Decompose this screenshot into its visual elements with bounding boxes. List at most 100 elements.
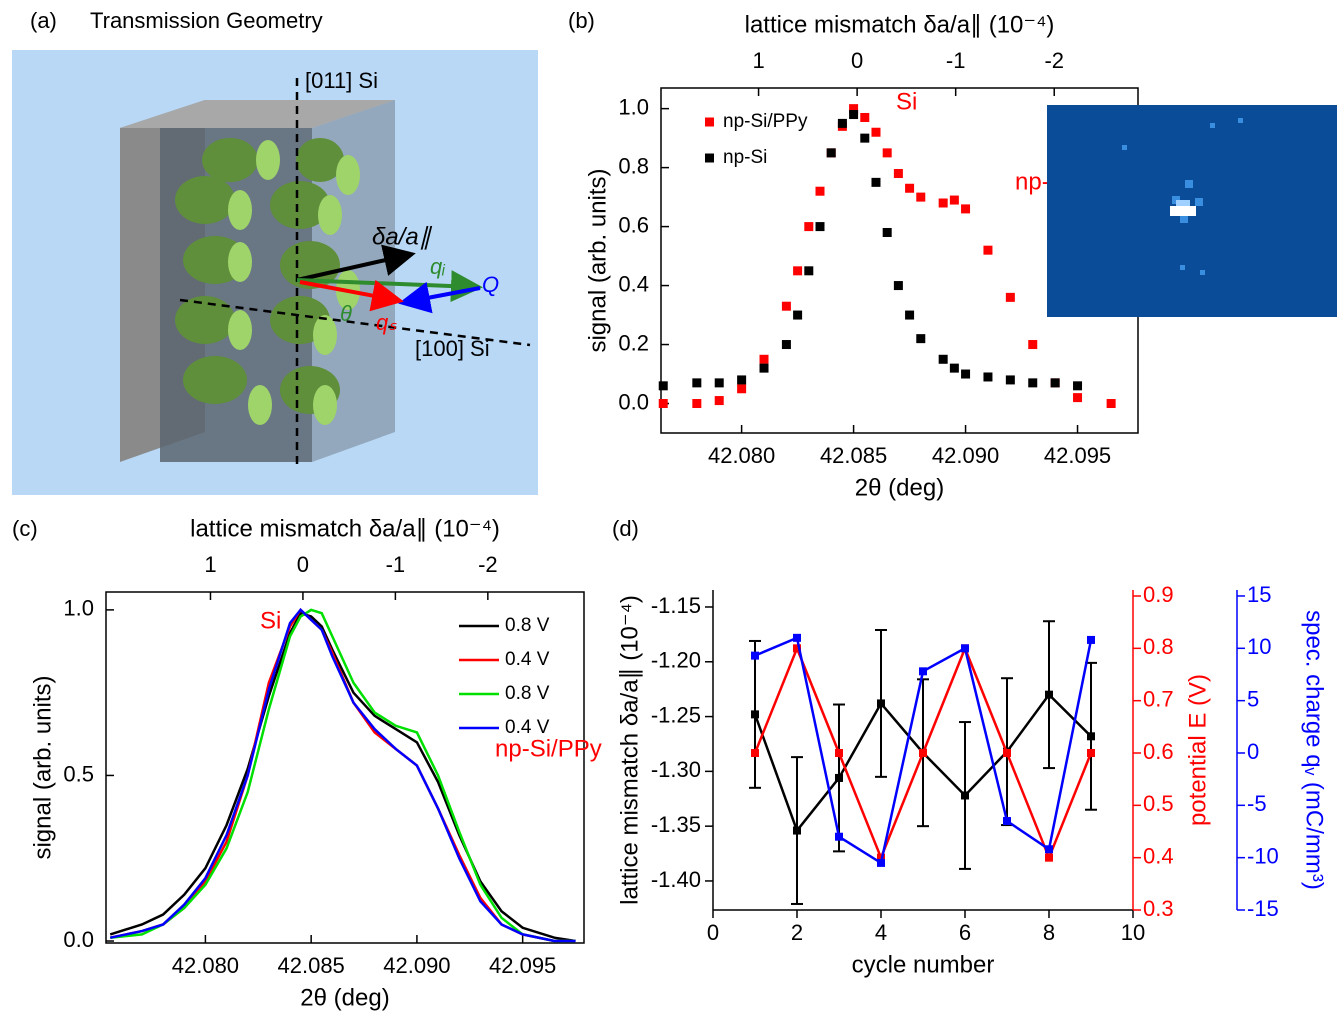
arrow-q bbox=[398, 281, 481, 314]
pore-ends bbox=[228, 140, 360, 425]
marker bbox=[751, 710, 759, 719]
marker bbox=[837, 118, 847, 128]
marker bbox=[1003, 817, 1011, 826]
axis-100 bbox=[179, 298, 531, 347]
marker bbox=[804, 222, 814, 232]
marker bbox=[692, 399, 702, 409]
marker bbox=[1087, 635, 1095, 644]
marker bbox=[919, 749, 927, 758]
x2-tick-label: 0 bbox=[297, 552, 309, 577]
x-tick-label: 42.085 bbox=[820, 443, 887, 468]
marker bbox=[793, 644, 801, 653]
y-axis-label: lattice mismatch δa/a∥ (10⁻⁴) bbox=[616, 595, 643, 905]
label: δa/a∥ bbox=[372, 223, 433, 250]
marker bbox=[961, 369, 971, 379]
marker bbox=[938, 198, 948, 208]
marker bbox=[804, 266, 814, 276]
x2-tick-label: -1 bbox=[386, 552, 406, 577]
y2-tick-label: 0.9 bbox=[1143, 582, 1174, 607]
marker bbox=[835, 773, 843, 782]
y2-tick-label: 0.3 bbox=[1143, 896, 1174, 921]
x2-tick-label: -1 bbox=[946, 48, 966, 73]
marker bbox=[692, 378, 702, 388]
y-tick-label: 0.4 bbox=[618, 271, 649, 296]
x2-tick-label: 1 bbox=[204, 552, 216, 577]
y3-tick-label: -5 bbox=[1247, 791, 1267, 816]
y-axis-label: signal (arb. units) bbox=[29, 675, 56, 859]
marker bbox=[835, 832, 843, 841]
marker bbox=[1028, 340, 1038, 350]
y2-tick-label: 0.5 bbox=[1143, 791, 1174, 816]
annotation: Si bbox=[896, 88, 917, 115]
marker bbox=[714, 396, 724, 406]
y-tick-label: 0.0 bbox=[618, 389, 649, 414]
marker bbox=[882, 227, 892, 237]
marker bbox=[983, 245, 993, 255]
marker bbox=[877, 699, 885, 708]
y-tick-label: 0.2 bbox=[618, 330, 649, 355]
marker bbox=[658, 381, 668, 391]
peak bbox=[1170, 206, 1196, 216]
marker bbox=[737, 384, 747, 394]
x-tick-label: 4 bbox=[875, 920, 887, 945]
legend-label: np-Si/PPy bbox=[723, 111, 808, 132]
marker bbox=[961, 791, 969, 800]
marker bbox=[916, 334, 926, 344]
annotation: Si bbox=[260, 607, 281, 634]
marker bbox=[815, 222, 825, 232]
x-tick-label: 42.080 bbox=[172, 953, 239, 978]
y3-tick-label: 5 bbox=[1247, 686, 1259, 711]
series-line bbox=[109, 611, 576, 943]
marker bbox=[849, 104, 859, 114]
marker bbox=[658, 399, 668, 409]
y-tick-label: 0.0 bbox=[63, 927, 94, 952]
y-tick-label: 0.6 bbox=[618, 212, 649, 237]
label: qᵢ bbox=[430, 254, 445, 279]
arrow-mismatch bbox=[296, 244, 416, 282]
x2-tick-label: 1 bbox=[752, 48, 764, 73]
y3-tick-label: 0 bbox=[1247, 739, 1259, 764]
x2-tick-label: -2 bbox=[1044, 48, 1064, 73]
marker bbox=[793, 310, 803, 320]
marker bbox=[781, 301, 791, 311]
x-tick-label: 42.095 bbox=[489, 953, 556, 978]
marker bbox=[849, 110, 859, 120]
y-tick-label: 0.5 bbox=[63, 761, 94, 786]
label: Q bbox=[482, 272, 499, 297]
marker bbox=[759, 363, 769, 373]
y3-tick-label: 15 bbox=[1247, 582, 1271, 607]
marker bbox=[893, 281, 903, 291]
marker bbox=[751, 749, 759, 758]
y3-tick-label: 10 bbox=[1247, 634, 1271, 659]
marker bbox=[938, 354, 948, 364]
marker bbox=[751, 651, 759, 660]
marker bbox=[1005, 292, 1015, 302]
y2-tick-label: 0.6 bbox=[1143, 739, 1174, 764]
marker bbox=[1050, 378, 1060, 388]
x-tick-label: 2 bbox=[791, 920, 803, 945]
marker bbox=[893, 169, 903, 179]
x2-tick-label: 0 bbox=[851, 48, 863, 73]
panel-label: (d) bbox=[612, 516, 639, 541]
label: [100] Si bbox=[415, 336, 490, 361]
legend-label: 0.4 V bbox=[505, 717, 550, 738]
marker bbox=[905, 310, 915, 320]
marker bbox=[877, 858, 885, 867]
y-tick-label: -1.40 bbox=[651, 867, 701, 892]
x-tick-label: 42.085 bbox=[278, 953, 345, 978]
y2-tick-label: 0.4 bbox=[1143, 843, 1174, 868]
y-tick-label: -1.35 bbox=[651, 812, 701, 837]
marker bbox=[1073, 393, 1083, 403]
panel-label: (c) bbox=[12, 516, 38, 541]
legend-label: 0.8 V bbox=[505, 615, 550, 636]
marker bbox=[1005, 375, 1015, 385]
annotation: np-Si/PPy bbox=[495, 735, 602, 762]
marker bbox=[1045, 690, 1053, 699]
slab-top bbox=[120, 100, 395, 128]
label: qₛ bbox=[376, 310, 397, 335]
marker bbox=[949, 363, 959, 373]
marker bbox=[871, 177, 881, 187]
x-tick-label: 42.090 bbox=[932, 443, 999, 468]
marker bbox=[983, 372, 993, 382]
